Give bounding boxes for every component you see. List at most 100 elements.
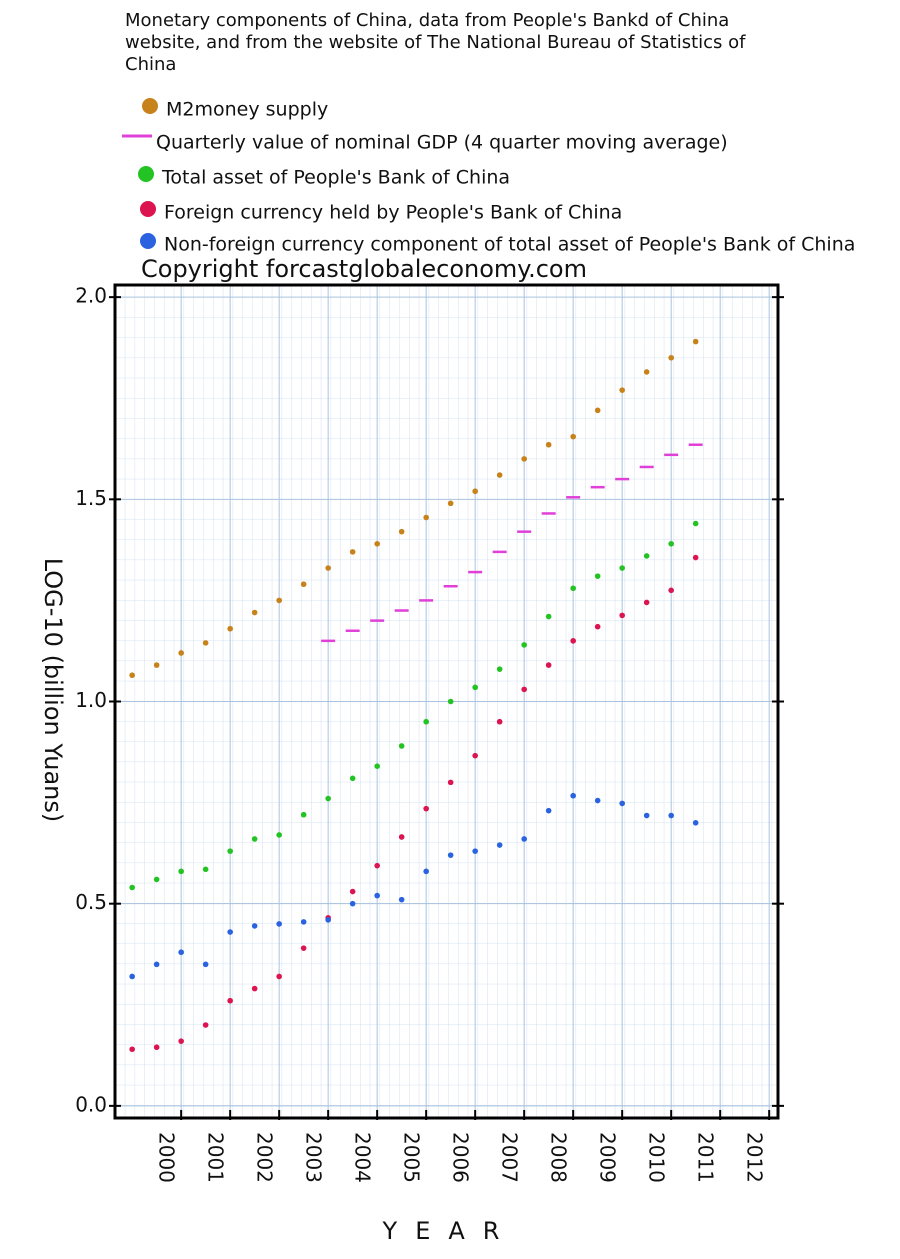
data-point — [178, 650, 184, 656]
data-point — [374, 540, 380, 547]
data-point — [227, 929, 233, 935]
x-tick-label: 2003 — [302, 1132, 326, 1183]
x-tick-label: 2008 — [547, 1132, 571, 1183]
data-point — [251, 609, 258, 616]
data-point — [447, 698, 454, 705]
data-point — [545, 441, 552, 448]
data-point — [276, 973, 282, 980]
y-tick-label: 0.5 — [75, 890, 107, 914]
data-point — [521, 642, 527, 648]
data-point — [251, 836, 258, 842]
data-point — [227, 997, 233, 1004]
data-point — [227, 625, 233, 632]
data-point — [643, 599, 650, 606]
legend-marker — [140, 233, 156, 249]
data-point — [276, 832, 282, 838]
data-point — [202, 866, 209, 873]
x-tick-label: 2009 — [596, 1132, 620, 1183]
data-point — [349, 549, 356, 555]
x-tick-label: 2005 — [400, 1132, 424, 1183]
data-point — [447, 500, 454, 507]
x-tick-label: 2011 — [694, 1132, 718, 1183]
data-point — [325, 565, 331, 571]
x-tick-label: 2002 — [253, 1132, 277, 1183]
data-point — [472, 488, 478, 495]
data-point — [398, 743, 405, 749]
data-point — [668, 354, 674, 361]
data-point — [251, 923, 258, 929]
data-point — [668, 540, 674, 547]
data-point — [202, 640, 209, 646]
data-point — [545, 662, 552, 668]
data-point — [374, 763, 380, 769]
data-point — [398, 528, 405, 535]
data-point — [570, 792, 576, 799]
data-point — [423, 805, 429, 812]
data-point — [300, 945, 307, 951]
data-point — [178, 1038, 184, 1044]
data-point — [349, 775, 356, 782]
data-point — [521, 686, 527, 693]
data-point — [619, 800, 625, 807]
x-tick-label: 2001 — [204, 1132, 228, 1183]
y-tick-label: 0.0 — [75, 1092, 107, 1116]
data-point — [349, 888, 356, 895]
data-point — [129, 672, 135, 679]
y-axis-label: LOG-10 (billion Yuans) — [39, 558, 67, 823]
data-point — [423, 514, 429, 521]
data-point — [447, 779, 454, 786]
data-point — [521, 836, 527, 842]
chart-title: Monetary components of China, data from … — [125, 10, 746, 75]
data-point — [325, 917, 331, 923]
data-point — [227, 848, 233, 854]
data-point — [300, 581, 307, 588]
data-point — [619, 612, 625, 619]
data-point — [472, 752, 478, 759]
data-point — [594, 797, 601, 804]
x-tick-label: 2006 — [449, 1132, 473, 1183]
data-point — [300, 919, 307, 925]
annotation: Copyright forcastglobaleconomy.com — [141, 255, 587, 283]
legend-label: Total asset of People's Bank of China — [161, 167, 510, 189]
data-point — [374, 862, 380, 869]
y-tick-label: 1.5 — [75, 486, 107, 510]
data-point — [668, 812, 674, 819]
data-point — [472, 848, 478, 854]
data-point — [643, 812, 650, 819]
legend-marker — [140, 201, 156, 217]
data-point — [496, 666, 503, 672]
data-point — [178, 949, 184, 956]
data-point — [276, 921, 282, 927]
data-point — [570, 585, 576, 592]
data-point — [692, 520, 699, 527]
legend-label: Non-foreign currency component of total … — [164, 234, 855, 256]
data-point — [300, 811, 307, 818]
y-tick-label: 2.0 — [75, 284, 107, 308]
data-point — [496, 472, 503, 478]
data-point — [153, 662, 160, 668]
data-point — [692, 554, 699, 561]
x-tick-label: 2004 — [351, 1132, 375, 1183]
plot-frame — [113, 283, 780, 1120]
x-tick-label: 2007 — [498, 1132, 522, 1183]
x-tick-label: 2012 — [743, 1132, 767, 1183]
data-point — [202, 961, 209, 968]
data-point — [570, 638, 576, 644]
data-point — [619, 565, 625, 571]
legend-marker — [142, 98, 158, 114]
data-point — [545, 807, 552, 814]
data-point — [594, 623, 601, 630]
data-point — [496, 842, 503, 848]
legend-label: Foreign currency held by People's Bank o… — [164, 202, 622, 224]
data-point — [398, 834, 405, 840]
data-point — [521, 456, 527, 462]
data-point — [153, 876, 160, 883]
data-point — [202, 1022, 209, 1028]
x-tick-label: 2010 — [645, 1132, 669, 1183]
data-point — [643, 553, 650, 559]
data-point — [668, 587, 674, 594]
data-point — [398, 896, 405, 903]
data-point — [447, 852, 454, 858]
